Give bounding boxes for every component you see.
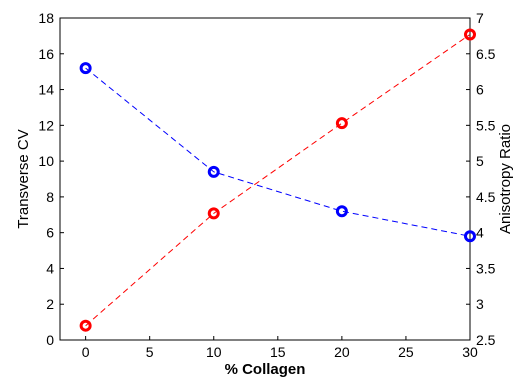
right-tick-label: 3.5 xyxy=(476,260,496,276)
left-tick-label: 6 xyxy=(46,225,54,241)
series-right-point xyxy=(464,28,476,41)
plot-area xyxy=(59,17,471,341)
x-tick-label: 15 xyxy=(270,344,286,360)
left-tick-label: 0 xyxy=(46,332,54,348)
left-tick-label: 18 xyxy=(38,10,54,26)
x-axis-label: % Collagen xyxy=(225,361,306,378)
right-tick-label: 5.5 xyxy=(476,117,496,133)
left-tick-label: 10 xyxy=(38,153,54,169)
series-right-point xyxy=(207,207,220,220)
series-right-line xyxy=(85,34,471,327)
right-tick-label: 4.5 xyxy=(476,189,496,205)
left-tick-label: 14 xyxy=(38,82,54,98)
left-axis-ticks: 0 2 4 6 8 10 12 14 16 18 xyxy=(38,10,64,348)
series-layer xyxy=(79,28,476,332)
right-tick-label: 6 xyxy=(476,82,484,98)
series-left-point xyxy=(207,165,220,178)
left-tick-label: 8 xyxy=(46,189,54,205)
x-tick-label: 5 xyxy=(146,344,154,360)
series-left-line xyxy=(85,67,471,237)
right-tick-label: 3 xyxy=(476,296,484,312)
x-tick-label: 25 xyxy=(398,344,414,360)
series-right-point xyxy=(79,319,92,332)
right-tick-label: 7 xyxy=(476,10,484,26)
x-tick-label: 10 xyxy=(206,344,222,360)
series-left-point xyxy=(79,62,92,75)
x-tick-label: 30 xyxy=(462,344,478,360)
x-axis-ticks: 0 5 10 15 20 25 30 xyxy=(82,336,478,360)
x-tick-label: 20 xyxy=(334,344,350,360)
x-tick-label: 0 xyxy=(82,344,90,360)
series-left-point xyxy=(464,230,476,243)
right-tick-label: 4 xyxy=(476,225,484,241)
right-tick-label: 6.5 xyxy=(476,46,496,62)
right-axis-label: Anisotropy Ratio xyxy=(497,124,514,234)
right-tick-label: 2.5 xyxy=(476,332,496,348)
left-tick-label: 16 xyxy=(38,46,54,62)
left-tick-label: 2 xyxy=(46,296,54,312)
series-right-point xyxy=(335,117,348,130)
right-tick-label: 5 xyxy=(476,153,484,169)
left-axis-label: Transverse CV xyxy=(15,129,32,228)
left-tick-label: 4 xyxy=(46,260,54,276)
left-tick-label: 12 xyxy=(38,117,54,133)
series-left-point xyxy=(335,205,348,218)
right-axis-ticks: 2.5 3 3.5 4 4.5 5 5.5 6 6.5 7 xyxy=(466,10,496,348)
